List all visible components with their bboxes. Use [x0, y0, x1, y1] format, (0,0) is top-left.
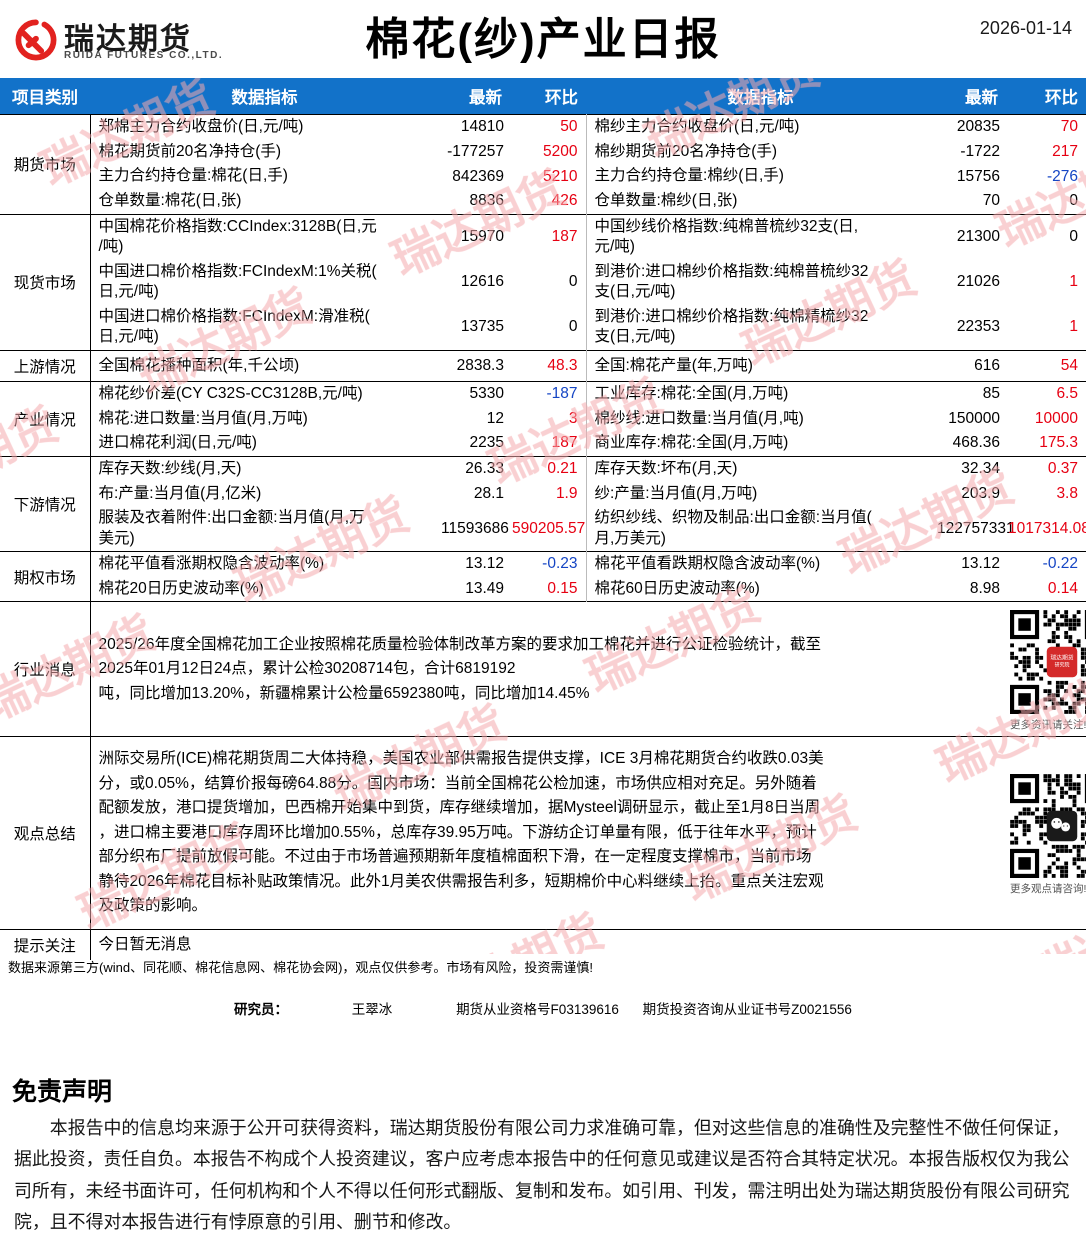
svg-text:瑞达期货: 瑞达期货 — [1050, 654, 1073, 662]
